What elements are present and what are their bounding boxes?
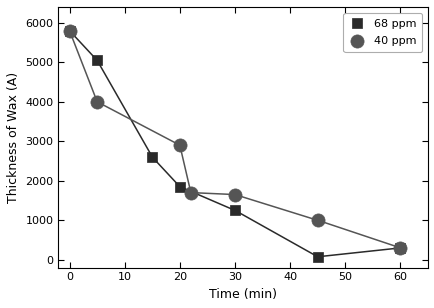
X-axis label: Time (min): Time (min) — [209, 288, 276, 301]
40 ppm — [176, 143, 183, 148]
40 ppm — [313, 218, 320, 223]
68 ppm — [93, 58, 100, 63]
Y-axis label: Thickness of Wax (A): Thickness of Wax (A) — [7, 72, 20, 203]
68 ppm — [231, 208, 238, 213]
68 ppm — [313, 254, 320, 259]
68 ppm — [396, 245, 403, 250]
Legend: 68 ppm, 40 ppm: 68 ppm, 40 ppm — [342, 13, 421, 52]
40 ppm — [187, 190, 194, 195]
68 ppm — [148, 155, 155, 160]
40 ppm — [93, 99, 100, 104]
40 ppm — [66, 28, 73, 33]
68 ppm — [66, 28, 73, 33]
68 ppm — [176, 184, 183, 189]
40 ppm — [231, 192, 238, 197]
40 ppm — [396, 245, 403, 250]
